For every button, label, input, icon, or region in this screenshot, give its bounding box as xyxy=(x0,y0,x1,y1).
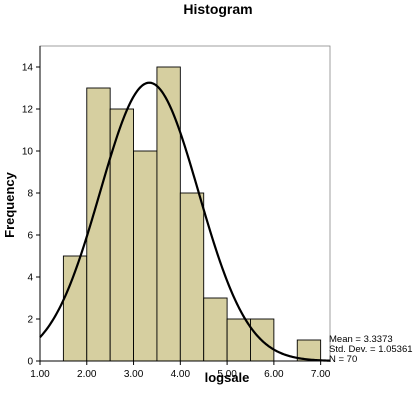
stats-mean: Mean = 3.3373 xyxy=(329,334,393,345)
normal-curve-group xyxy=(39,81,331,362)
x-tick-label: 6.00 xyxy=(264,369,284,380)
x-axis: 1.00 2.00 3.00 4.00 5.00 6.00 7.00 xyxy=(30,360,331,380)
histogram-bar xyxy=(226,318,251,362)
x-tick-label: 3.00 xyxy=(124,369,144,380)
y-tick-label: 2 xyxy=(27,315,33,326)
histogram-bar xyxy=(203,297,228,362)
x-tick-label: 2.00 xyxy=(77,369,97,380)
normal-curve xyxy=(39,81,331,362)
y-axis-label: Frequency xyxy=(2,171,17,238)
y-tick-label: 4 xyxy=(27,273,33,284)
stats-std-dev: Std. Dev. = 1.05361 xyxy=(329,344,413,355)
x-tick-label: 5.00 xyxy=(217,369,237,380)
x-axis-label: logsale xyxy=(205,370,250,385)
y-tick-label: 6 xyxy=(27,231,33,242)
y-tick-label: 8 xyxy=(27,189,33,200)
chart-title: Histogram xyxy=(183,1,252,17)
stats-n: N = 70 xyxy=(329,354,357,365)
y-axis: 0 2 4 6 8 10 12 14 xyxy=(22,46,41,368)
x-tick-label: 7.00 xyxy=(311,369,331,380)
x-tick-label: 1.00 xyxy=(30,369,50,380)
histogram-bar xyxy=(133,150,158,362)
histogram-bar xyxy=(156,66,181,362)
y-tick-label: 12 xyxy=(22,105,34,116)
y-tick-label: 0 xyxy=(27,357,33,368)
histogram-bars xyxy=(62,66,322,362)
histogram-bar xyxy=(179,192,205,362)
y-tick-label: 10 xyxy=(22,147,34,158)
y-tick-label: 14 xyxy=(22,63,34,74)
x-tick-label: 4.00 xyxy=(171,369,191,380)
